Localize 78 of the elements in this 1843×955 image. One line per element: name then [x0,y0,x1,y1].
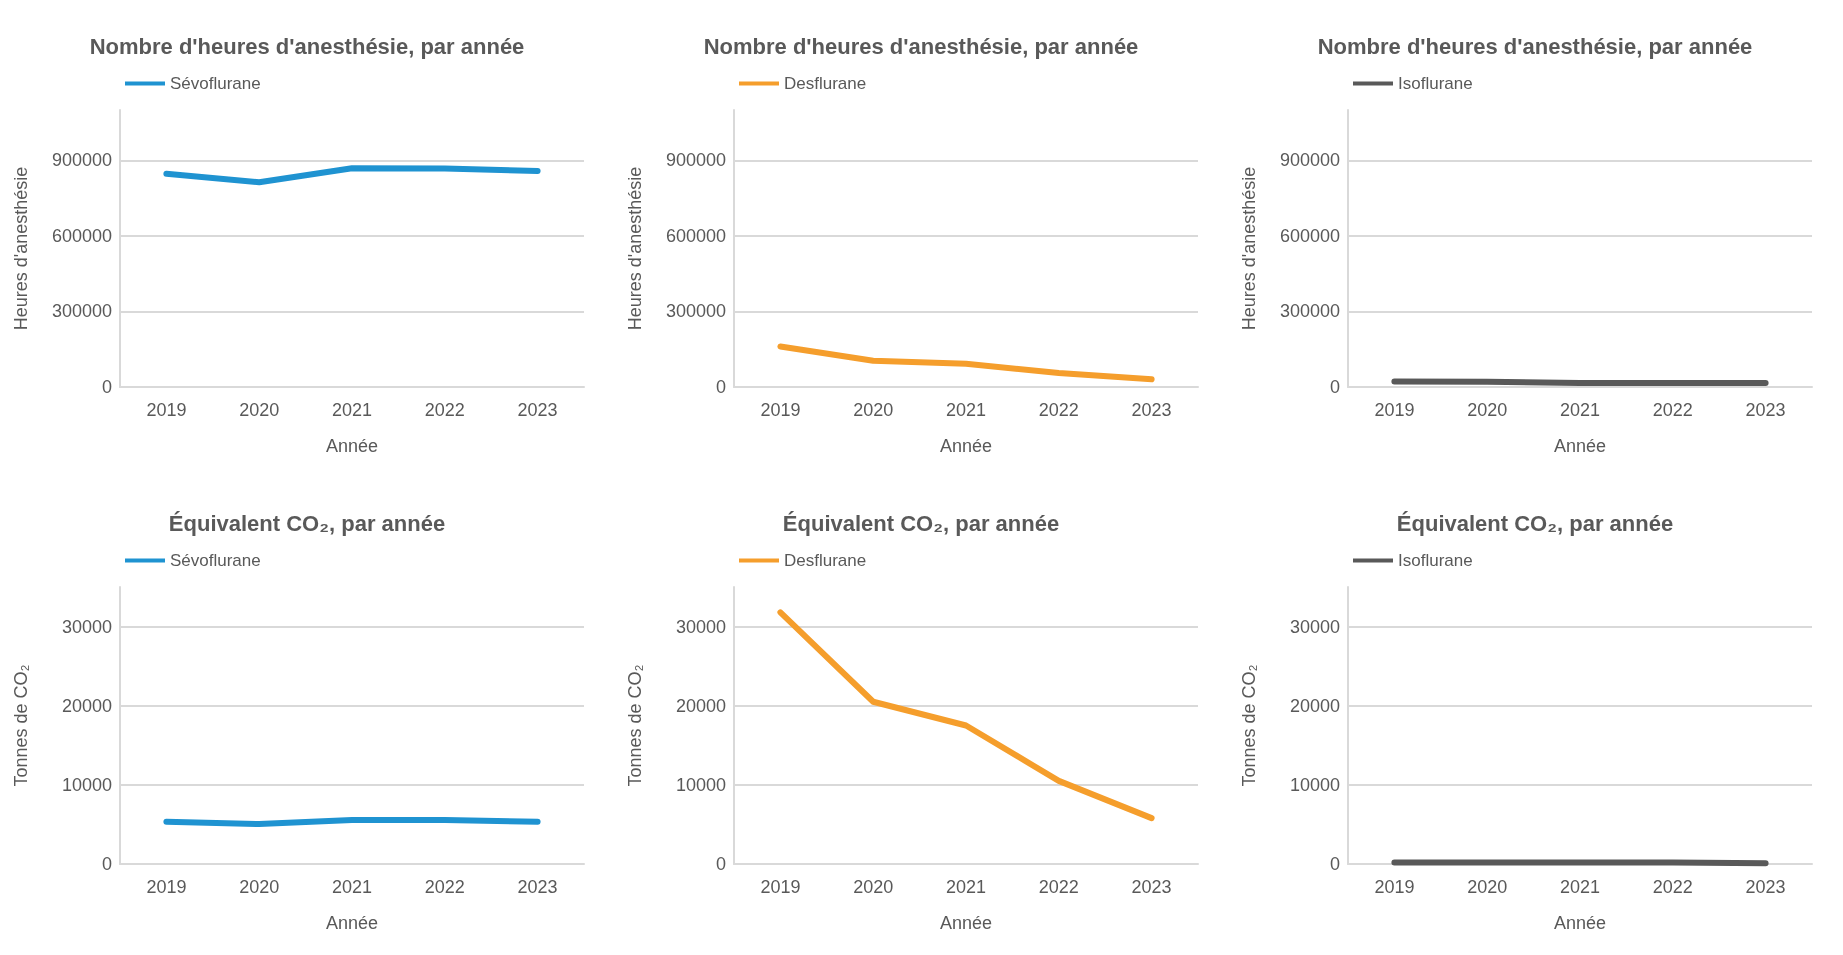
y-tick-label: 30000 [61,616,112,637]
y-tick-label: 600000 [1279,225,1340,246]
y-tick-label: 10000 [675,774,726,795]
y-tick-label: 10000 [61,774,112,795]
x-tick-label: 2019 [146,400,187,420]
x-tick-label: 2020 [239,877,280,897]
y-axis-title: Tonnes de CO₂ [625,664,645,787]
x-tick-label: 2023 [1131,877,1172,897]
y-tick-label: 30000 [1289,616,1340,637]
y-tick-label: 300000 [1279,301,1340,322]
legend-label: Sévoflurane [170,551,261,570]
chart-title: Équivalent CO₂, par année [168,510,446,536]
x-tick-label: 2021 [331,400,373,420]
x-tick-label: 2023 [1131,400,1172,420]
x-tick-label: 2020 [853,400,894,420]
x-tick-label: 2021 [945,877,987,897]
x-tick-label: 2022 [1038,400,1079,420]
y-axis-title: Heures d'anesthésie [625,166,645,331]
y-tick-label: 900000 [1279,150,1340,171]
y-tick-label: 0 [101,854,112,874]
x-tick-label: 2021 [331,877,373,897]
legend-label: Desflurane [784,551,867,570]
x-tick-label: 2019 [760,877,801,897]
legend-label: Isoflurane [1398,551,1473,570]
y-tick-label: 0 [101,377,112,397]
y-tick-label: 900000 [665,150,726,171]
x-tick-label: 2022 [1038,877,1079,897]
y-axis-title: Heures d'anesthésie [1239,166,1259,331]
x-tick-label: 2021 [1559,400,1601,420]
x-tick-label: 2023 [517,877,558,897]
legend-label: Sévoflurane [170,74,261,93]
x-axis-title: Année [325,436,379,456]
chart-title: Nombre d'heures d'anesthésie, par année [89,33,525,59]
y-axis-title: Heures d'anesthésie [11,166,31,331]
y-tick-label: 20000 [1289,695,1340,716]
chart-title: Nombre d'heures d'anesthésie, par année [703,33,1139,59]
y-tick-label: 600000 [665,225,726,246]
x-tick-label: 2022 [424,400,465,420]
x-tick-label: 2019 [1374,877,1415,897]
y-tick-label: 10000 [1289,774,1340,795]
x-tick-label: 2023 [1745,400,1786,420]
x-tick-label: 2021 [945,400,987,420]
y-tick-label: 600000 [51,225,112,246]
legend-label: Isoflurane [1398,74,1473,93]
x-tick-label: 2019 [760,400,801,420]
chart-title: Nombre d'heures d'anesthésie, par année [1317,33,1753,59]
y-axis-title: Tonnes de CO₂ [1239,664,1259,787]
y-tick-label: 0 [1329,377,1340,397]
x-axis-title: Année [939,913,993,933]
x-tick-label: 2022 [1652,877,1693,897]
y-tick-label: 0 [715,377,726,397]
chart-title: Équivalent CO₂, par année [1396,510,1674,536]
x-tick-label: 2019 [1374,400,1415,420]
x-tick-label: 2022 [424,877,465,897]
x-tick-label: 2020 [239,400,280,420]
y-tick-label: 30000 [675,616,726,637]
x-tick-label: 2023 [1745,877,1786,897]
y-tick-label: 300000 [51,301,112,322]
y-tick-label: 0 [715,854,726,874]
x-axis-title: Année [325,913,379,933]
x-tick-label: 2020 [1467,877,1508,897]
y-tick-label: 300000 [665,301,726,322]
y-axis-title: Tonnes de CO₂ [11,664,31,787]
y-tick-label: 20000 [61,695,112,716]
x-tick-label: 2020 [853,877,894,897]
chart-title: Équivalent CO₂, par année [782,510,1060,536]
y-tick-label: 0 [1329,854,1340,874]
x-axis-title: Année [1553,913,1607,933]
x-tick-label: 2023 [517,400,558,420]
x-tick-label: 2022 [1652,400,1693,420]
legend-label: Desflurane [784,74,867,93]
x-tick-label: 2021 [1559,877,1601,897]
x-axis-title: Année [1553,436,1607,456]
x-tick-label: 2019 [146,877,187,897]
y-tick-label: 20000 [675,695,726,716]
x-axis-title: Année [939,436,993,456]
y-tick-label: 900000 [51,150,112,171]
x-tick-label: 2020 [1467,400,1508,420]
